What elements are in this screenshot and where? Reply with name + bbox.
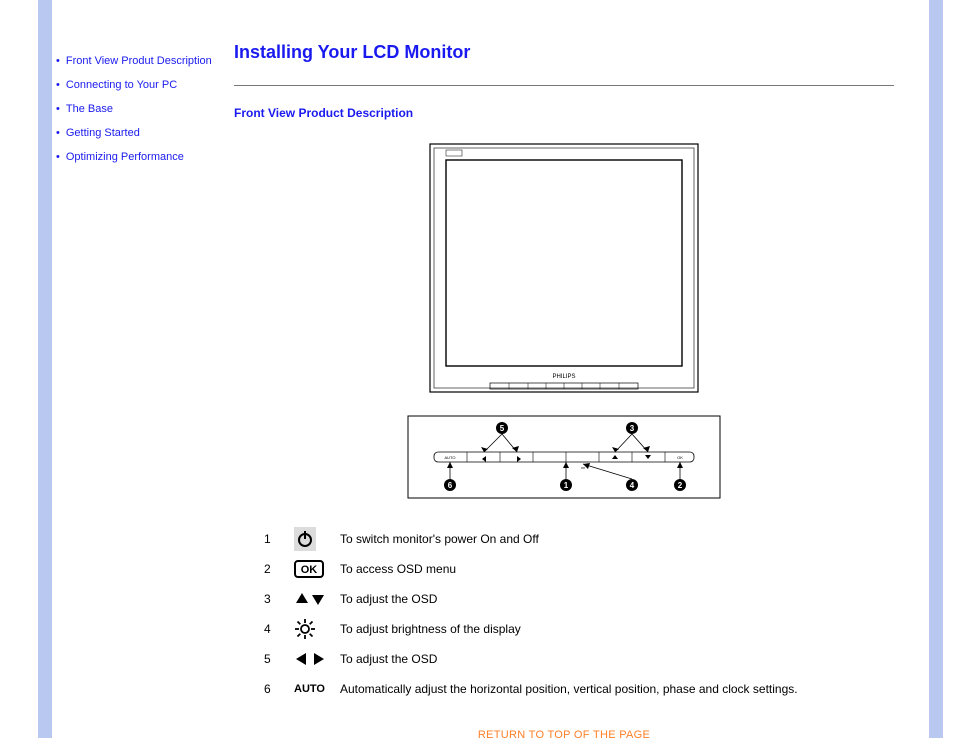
sidebar-item-label: Connecting to Your PC (66, 79, 177, 91)
ok-icon: OK (294, 557, 332, 581)
bullet-icon: • (56, 103, 60, 115)
sidebar-item-base[interactable]: • The Base (56, 103, 226, 115)
diagram-area: PHILIPS AUTO (234, 140, 894, 502)
svg-text:6: 6 (448, 481, 453, 490)
svg-text:3: 3 (630, 424, 635, 433)
legend-row-4: 4 To adjust brightness of (264, 617, 894, 641)
legend-desc: To adjust the OSD (332, 591, 894, 608)
legend-num: 4 (264, 622, 294, 636)
legend-num: 3 (264, 592, 294, 606)
legend-num: 1 (264, 532, 294, 546)
sidebar-item-optimizing[interactable]: • Optimizing Performance (56, 151, 226, 163)
legend-row-1: 1 To switch monitor's power On and Off (264, 527, 894, 551)
sidebar-item-label: Getting Started (66, 127, 140, 139)
legend-desc: To switch monitor's power On and Off (332, 531, 894, 548)
legend-desc: To adjust brightness of the display (332, 621, 894, 638)
button-legend: 1 To switch monitor's power On and Off 2… (264, 527, 894, 701)
svg-text:AUTO: AUTO (444, 455, 455, 460)
svg-text:OK: OK (677, 455, 683, 460)
legend-row-2: 2 OK To access OSD menu (264, 557, 894, 581)
sidebar-item-connecting[interactable]: • Connecting to Your PC (56, 79, 226, 91)
section-heading: Front View Product Description (234, 106, 894, 120)
legend-desc: To adjust the OSD (332, 651, 894, 668)
svg-text:2: 2 (678, 481, 683, 490)
button-panel-diagram: AUTO OK 5 3 6 (404, 412, 724, 502)
svg-text:OK: OK (301, 564, 318, 576)
auto-icon: AUTO (294, 677, 332, 701)
brightness-icon (294, 617, 332, 641)
sidebar-item-frontview[interactable]: • Front View Produt Description (56, 55, 226, 67)
divider (234, 85, 894, 86)
right-stripe (929, 0, 943, 738)
leftright-icon (294, 647, 332, 671)
legend-num: 2 (264, 562, 294, 576)
bullet-icon: • (56, 151, 60, 163)
left-stripe (38, 0, 52, 738)
svg-text:xx: xx (581, 465, 585, 470)
sidebar-item-label: Front View Produt Description (66, 55, 212, 67)
legend-row-6: 6 AUTO Automatically adjust the horizont… (264, 677, 894, 701)
bullet-icon: • (56, 55, 60, 67)
svg-text:1: 1 (564, 481, 569, 490)
bullet-icon: • (56, 127, 60, 139)
sidebar-nav: • Front View Produt Description • Connec… (56, 55, 226, 175)
sidebar-item-label: Optimizing Performance (66, 151, 184, 163)
legend-desc: Automatically adjust the horizontal posi… (332, 681, 894, 698)
sidebar-item-label: The Base (66, 103, 113, 115)
updown-icon (294, 587, 332, 611)
brand-label: PHILIPS (552, 374, 575, 380)
bullet-icon: • (56, 79, 60, 91)
monitor-diagram: PHILIPS (424, 140, 704, 400)
svg-text:5: 5 (500, 424, 505, 433)
svg-text:4: 4 (630, 481, 635, 490)
power-icon (294, 527, 332, 551)
return-to-top-link[interactable]: RETURN TO TOP OF THE PAGE (234, 729, 894, 741)
sidebar-item-getting-started[interactable]: • Getting Started (56, 127, 226, 139)
legend-num: 6 (264, 682, 294, 696)
legend-row-3: 3 To adjust the OSD (264, 587, 894, 611)
legend-num: 5 (264, 652, 294, 666)
main-content: Installing Your LCD Monitor Front View P… (234, 42, 894, 741)
legend-desc: To access OSD menu (332, 561, 894, 578)
legend-row-5: 5 To adjust the OSD (264, 647, 894, 671)
page-title: Installing Your LCD Monitor (234, 42, 894, 63)
